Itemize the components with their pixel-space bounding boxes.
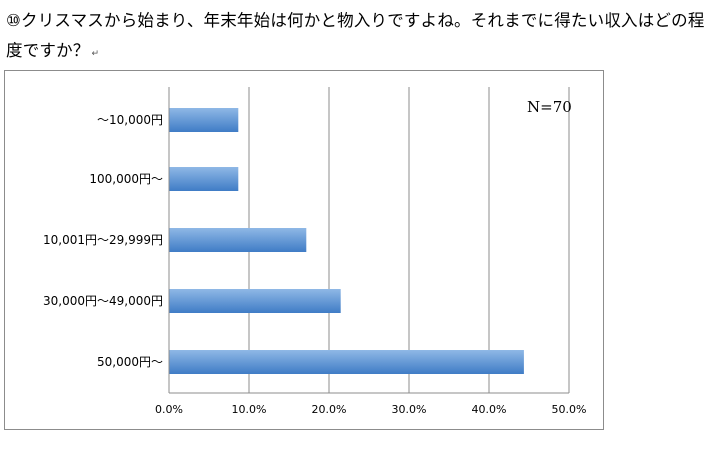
sample-size-label: N=70 <box>527 98 572 116</box>
category-label-1: 100,000円～ <box>89 172 163 186</box>
question-label: ⑩クリスマスから始まり、年末年始は何かと物入りですよね。それまでに得たい収入はど… <box>6 11 705 60</box>
annotation-layer: N=70 <box>527 98 572 116</box>
grid-layer <box>168 87 570 394</box>
bar-chart: ～10,000円 100,000円～ 10,001円～29,999円 30,000円～… <box>4 70 604 430</box>
bar-layer <box>169 108 524 374</box>
category-label-2: 10,001円～29,999円 <box>43 233 163 247</box>
category-label-4: 50,000円～ <box>97 355 163 369</box>
tick-label-2: 20.0% <box>312 403 347 416</box>
tick-label-3: 30.0% <box>392 403 427 416</box>
bar-3 <box>169 289 341 313</box>
tick-label-4: 40.0% <box>472 403 507 416</box>
bar-2 <box>169 228 307 252</box>
chart-svg: ～10,000円 100,000円～ 10,001円～29,999円 30,000円～… <box>43 87 586 416</box>
tick-label-5: 50.0% <box>552 403 587 416</box>
bar-0 <box>169 108 239 132</box>
category-label-0: ～10,000円 <box>97 113 163 127</box>
category-label-3: 30,000円～49,000円 <box>43 294 163 308</box>
question-text: ⑩クリスマスから始まり、年末年始は何かと物入りですよね。それまでに得たい収入はど… <box>6 6 721 69</box>
tick-label-1: 10.0% <box>232 403 267 416</box>
tick-label-0: 0.0% <box>155 403 183 416</box>
bar-4 <box>169 350 524 374</box>
category-labels: ～10,000円 100,000円～ 10,001円～29,999円 30,000円～… <box>43 113 163 369</box>
bar-1 <box>169 167 239 191</box>
tick-labels: 0.0% 10.0% 20.0% 30.0% 40.0% 50.0% <box>155 403 586 416</box>
return-mark-icon: ↵ <box>91 49 100 59</box>
